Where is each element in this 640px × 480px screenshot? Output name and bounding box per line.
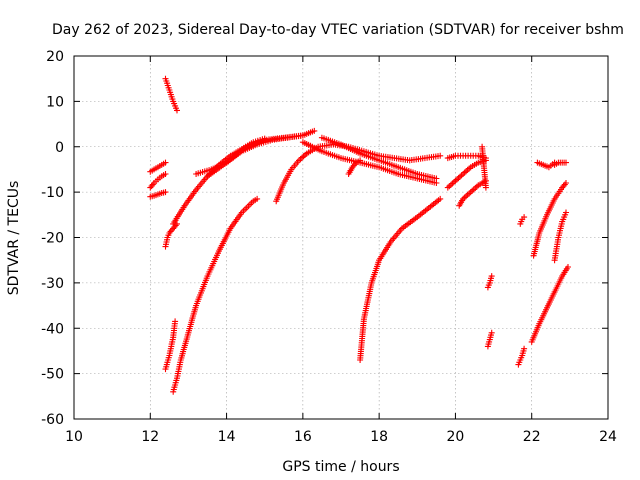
data-point [469,187,476,194]
data-point [162,189,169,196]
y-tick-label: 10 [46,94,64,110]
data-point [300,153,307,160]
x-tick-labels: 10 12 14 16 18 20 22 24 [65,429,617,445]
data-point [482,184,489,191]
y-tick-label: 20 [46,49,64,65]
x-tick-label: 10 [65,429,83,445]
series-arc-28 [551,159,569,168]
series-arc-22 [515,345,528,368]
x-tick-label: 22 [523,429,541,445]
data-point [563,159,569,166]
x-axis-label: GPS time / hours [282,459,399,475]
series-arc-10 [204,132,306,180]
y-tick-label: -20 [41,231,64,247]
data-point [461,169,468,176]
series-arc-15 [357,195,444,363]
plot-frame [73,55,609,420]
data-point [172,318,179,325]
x-tick-label: 12 [141,429,159,445]
y-tick-label: -50 [41,367,64,383]
data-point [488,273,495,280]
x-tick-label: 18 [370,429,388,445]
data-point [437,152,444,159]
x-tick-label: 14 [218,429,236,445]
series-arc-08 [170,135,268,227]
data-point [449,180,456,187]
series-arc-03 [147,189,169,200]
data-point [437,195,444,202]
data-point [467,189,474,196]
data-point [521,345,528,352]
series-arc-25 [530,180,569,259]
data-point [299,154,306,161]
series-arc-23 [517,214,528,227]
series-arc-24 [528,264,571,345]
grid [74,56,608,419]
y-tick-label: -30 [41,276,64,292]
data-point [450,179,457,186]
series-arc-05 [162,220,180,250]
data-point [357,157,364,164]
series-arc-06 [162,318,179,373]
data-point [444,184,451,191]
x-tick-label: 16 [294,429,312,445]
series-arc-13 [318,134,440,182]
series-arc-18 [456,177,489,209]
y-tick-label: -10 [41,185,64,201]
x-tick-label: 20 [447,429,465,445]
series-arc-01 [147,159,169,175]
y-tick-label: 0 [55,140,64,156]
data-point [521,214,528,221]
data-point [311,127,318,134]
data-point [433,175,440,182]
data-point [162,159,169,166]
y-tick-label: -40 [41,321,64,337]
data-point [299,132,306,139]
x-tick-label: 24 [599,429,617,445]
series-arc-11 [273,141,444,205]
series-arc-19 [479,143,489,191]
y-tick-labels: -60 -50 -40 -30 -20 -10 0 10 20 [41,49,64,428]
y-axis-label: SDTVAR / TECUs [6,181,22,296]
data-point [488,329,495,336]
data-point [254,195,261,202]
data-point [563,180,569,186]
data-point [565,264,571,270]
data-point [174,107,180,114]
series-arc-20 [484,273,495,291]
data-point [457,173,463,180]
data-point [455,175,462,182]
series-arc-02 [147,171,169,191]
data-point [463,168,470,175]
data-series [147,75,571,395]
chart-title: Day 262 of 2023, Sidereal Day-to-day VTE… [52,22,624,38]
y-tick-label: -60 [41,412,64,428]
data-point [162,171,169,177]
series-arc-21 [484,329,495,350]
series-arc-07 [170,195,261,395]
data-point [563,209,569,216]
series-arc-27 [551,209,569,264]
series-arc-04 [162,75,180,114]
series-arc-14 [345,157,364,177]
data-point [463,193,470,200]
